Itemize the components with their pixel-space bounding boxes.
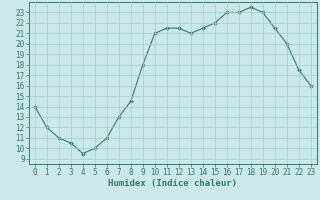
X-axis label: Humidex (Indice chaleur): Humidex (Indice chaleur) (108, 179, 237, 188)
